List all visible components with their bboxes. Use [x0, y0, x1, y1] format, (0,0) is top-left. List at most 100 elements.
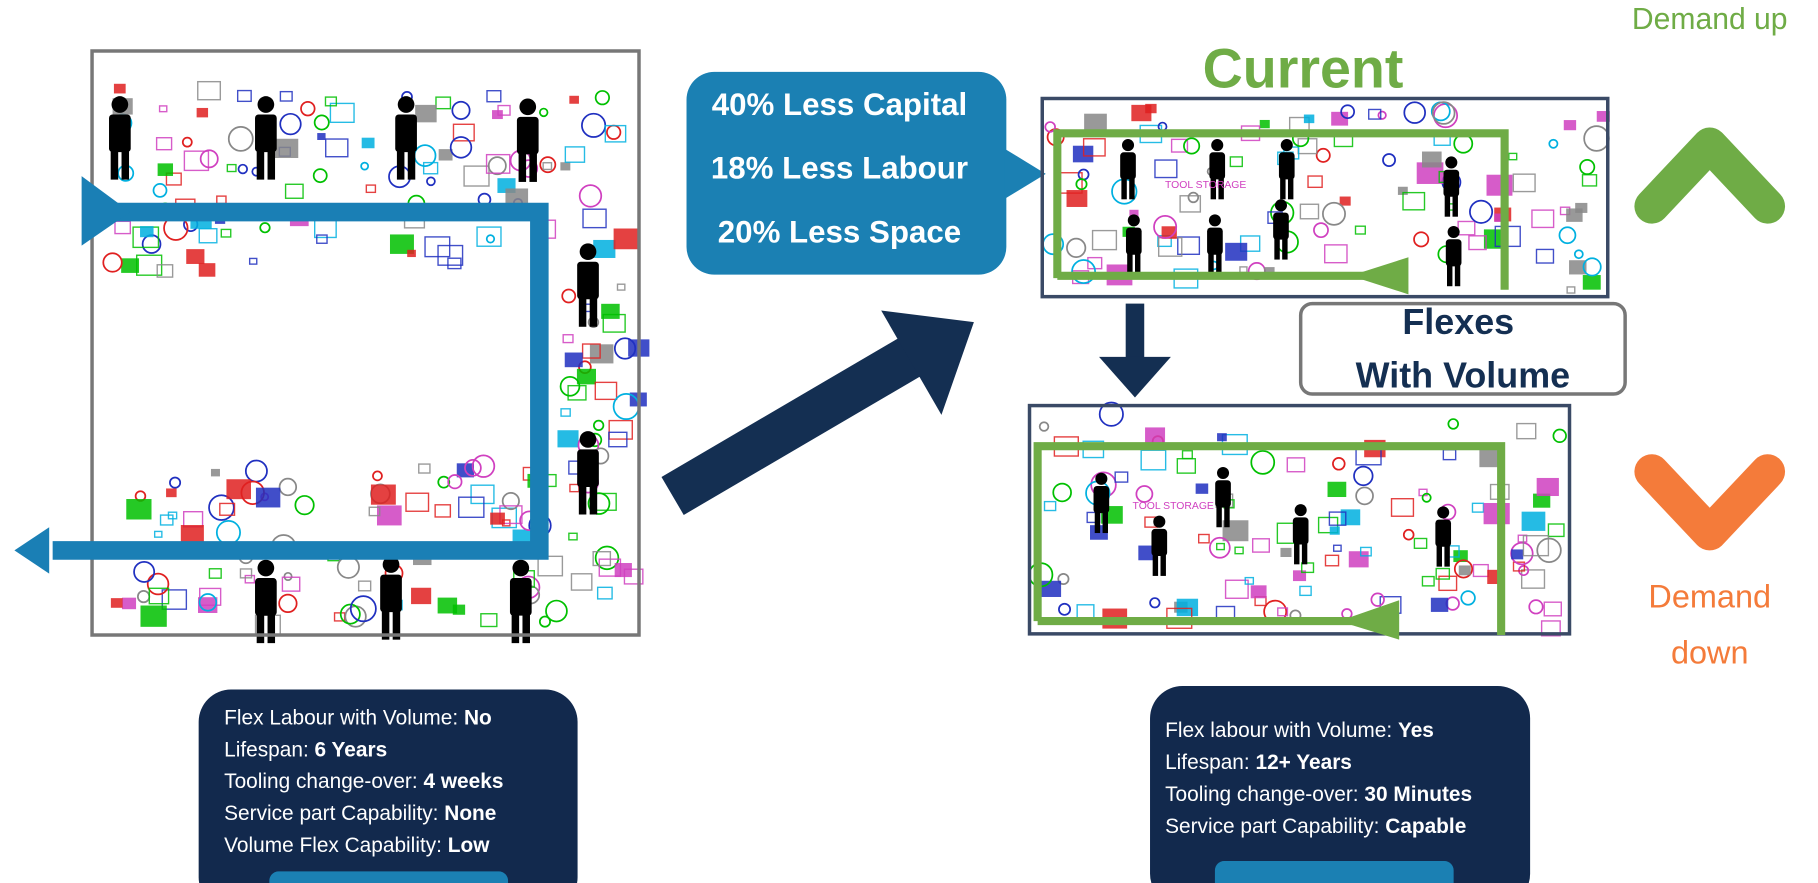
person-icon	[267, 609, 276, 644]
row-label: Volume Flex Capability:	[224, 833, 442, 856]
plan-detail	[606, 124, 622, 140]
plan-detail	[166, 488, 177, 498]
person-icon	[1121, 175, 1127, 200]
plan-frame	[90, 49, 641, 637]
plan-detail	[219, 502, 236, 516]
plan-detail	[1583, 125, 1610, 152]
info-panel	[198, 689, 578, 883]
plan-detail	[612, 393, 640, 421]
person-icon	[1287, 175, 1294, 200]
plan-detail	[1582, 275, 1601, 290]
plan-detail	[210, 468, 220, 477]
plan-detail	[148, 587, 170, 605]
plan-detail	[1145, 427, 1166, 444]
plan-detail	[1149, 597, 1161, 609]
plan-detail	[545, 599, 568, 623]
plan-detail	[186, 249, 205, 264]
plan-detail	[1052, 482, 1072, 503]
plan-detail	[1198, 533, 1210, 544]
person-icon	[382, 556, 400, 573]
row-label: Tooling change-over:	[1165, 782, 1359, 805]
plan-detail	[594, 90, 610, 106]
plan-detail	[1250, 450, 1276, 475]
plan-detail	[1217, 433, 1227, 442]
plan-detail	[1536, 477, 1559, 497]
plan-detail	[389, 234, 414, 254]
plan-detail	[424, 236, 451, 258]
plan-detail	[1301, 562, 1315, 574]
plan-detail	[569, 95, 579, 104]
person-icon	[1224, 503, 1230, 528]
plan-detail	[471, 454, 496, 478]
plan-detail	[283, 571, 293, 582]
plan-detail	[564, 146, 586, 163]
person-icon	[1445, 239, 1462, 267]
person-icon	[1207, 227, 1223, 255]
plan-detail	[1547, 523, 1565, 538]
person-icon	[110, 146, 119, 180]
plan-detail	[259, 222, 271, 234]
plan-detail	[542, 162, 553, 171]
person-icon	[121, 146, 130, 180]
plan-detail	[1421, 151, 1442, 168]
plan-detail	[476, 226, 502, 247]
plan-detail	[1225, 242, 1248, 261]
plan-detail	[226, 163, 237, 173]
person-icon	[257, 96, 275, 113]
plan-detail	[437, 597, 458, 614]
person-icon	[1215, 480, 1231, 508]
plan-detail	[1413, 537, 1428, 549]
plan-detail	[1176, 598, 1199, 617]
person-icon	[1294, 504, 1307, 517]
plan-detail	[614, 563, 632, 578]
plan-detail	[1292, 570, 1307, 582]
plan-detail	[569, 483, 580, 493]
plan-detail	[1533, 493, 1551, 508]
plan-detail	[316, 234, 328, 244]
person-icon	[1210, 175, 1217, 200]
plan-detail	[1402, 528, 1415, 541]
plan-detail	[1471, 502, 1485, 513]
panel-rows: Flex Labour with Volume: No Lifespan: 6 Yea…	[224, 706, 1472, 856]
plan-detail	[1353, 465, 1374, 487]
person-icon	[256, 609, 265, 644]
plan-detail	[1229, 156, 1243, 168]
person-icon	[579, 431, 597, 448]
plan-detail	[1043, 500, 1057, 512]
plan-detail	[1377, 110, 1387, 120]
plan-detail	[434, 504, 452, 518]
row-label: Service part Capability:	[224, 802, 438, 825]
plan-detail	[1234, 546, 1244, 555]
plan-detail	[1402, 191, 1426, 211]
plan-detail	[1277, 607, 1289, 617]
person-icon	[511, 609, 520, 644]
plan-detail	[581, 112, 607, 138]
plan-detail	[1521, 511, 1546, 531]
plan-detail	[570, 573, 593, 591]
plan-detail	[539, 156, 557, 174]
plan-detail	[208, 568, 222, 579]
plan-detail	[422, 161, 439, 175]
plan-detail	[140, 226, 154, 238]
plan-detail	[199, 149, 219, 169]
plan-detail	[1573, 249, 1584, 260]
person-icon	[395, 114, 417, 153]
plan-detail	[1181, 450, 1193, 460]
plan-detail	[198, 593, 218, 612]
plan-detail	[153, 530, 163, 538]
plan-detail	[1315, 147, 1331, 163]
plan-detail	[376, 505, 402, 526]
plan-detail	[313, 114, 330, 131]
plan-detail	[601, 303, 620, 319]
row-label: Service part Capability:	[1165, 814, 1379, 837]
plan-detail	[405, 492, 430, 512]
plan-detail	[560, 162, 571, 171]
person-icon	[1274, 199, 1287, 212]
plan-detail	[167, 511, 178, 520]
person-icon	[396, 146, 405, 180]
person-icon	[1280, 175, 1286, 200]
plan-detail	[1431, 101, 1456, 125]
plan-detail	[278, 477, 298, 497]
plan-detail	[1280, 547, 1292, 558]
